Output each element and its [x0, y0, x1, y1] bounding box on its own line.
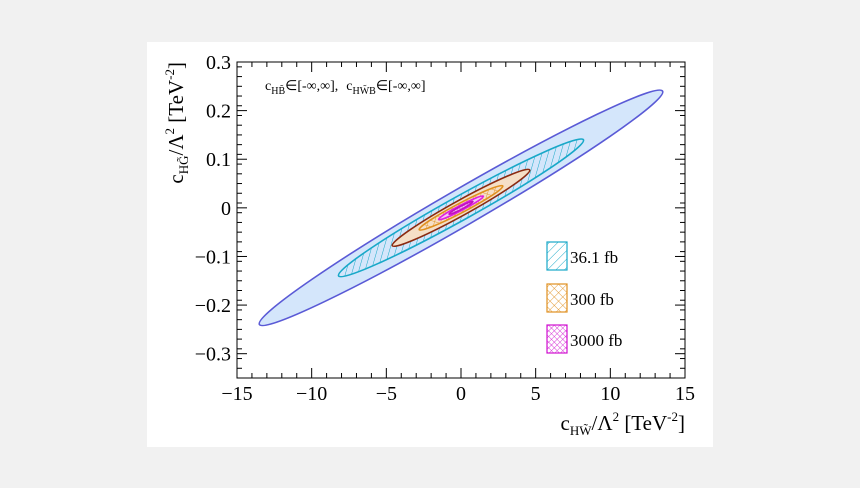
contour-layer — [258, 89, 664, 327]
contour-3000fb-inner — [448, 200, 474, 216]
y-tick-label: −0.1 — [195, 246, 231, 268]
chart-figure: −15 −10 −5 0 5 10 15 −0.3 −0.2 −0.1 0 0.1 0.2 0.3 cHB… — [147, 42, 713, 447]
y-tick-label: 0.3 — [206, 52, 231, 74]
y-axis-title: cHG̃/Λ2 [TeV-2] — [162, 62, 191, 184]
y-tick-label: 0.2 — [206, 101, 231, 123]
x-tick-label: −10 — [296, 383, 327, 405]
axes: −15 −10 −5 0 5 10 15 −0.3 −0.2 −0.1 0 0.1 0.2 0.3 — [195, 52, 695, 405]
legend-label-300fb: 300 fb — [570, 290, 614, 309]
x-tick-label: 15 — [675, 383, 695, 405]
x-tick-label: 10 — [600, 383, 620, 405]
y-tick-label: −0.3 — [195, 344, 231, 366]
legend-swatch-36fb — [546, 241, 568, 271]
legend-swatch-3000fb — [546, 324, 568, 354]
legend-item-3000fb: 3000 fb — [546, 324, 622, 354]
constraint-annotation: cHB̃∈[-∞,∞], cHW̃B∈[-∞,∞] — [265, 79, 426, 97]
legend-swatch-300fb — [546, 283, 568, 313]
contour-chart: −15 −10 −5 0 5 10 15 −0.3 −0.2 −0.1 0 0.1 0.2 0.3 cHB… — [162, 52, 695, 438]
legend-item-300fb: 300 fb — [546, 283, 614, 313]
y-tick-label: 0 — [221, 198, 231, 220]
x-tick-label: −15 — [221, 383, 252, 405]
legend: 36.1 fb 300 fb 3000 fb — [546, 241, 622, 354]
legend-label-3000fb: 3000 fb — [570, 331, 622, 350]
legend-item-36fb: 36.1 fb — [546, 241, 618, 271]
x-tick-label: 0 — [456, 383, 466, 405]
y-tick-label: 0.1 — [206, 149, 231, 171]
x-tick-label: 5 — [531, 383, 541, 405]
legend-label-36fb: 36.1 fb — [570, 248, 618, 267]
y-tick-label: −0.2 — [195, 295, 231, 317]
x-axis-title: cHW̃/Λ2 [TeV-2] — [561, 409, 686, 438]
x-tick-label: −5 — [376, 383, 397, 405]
